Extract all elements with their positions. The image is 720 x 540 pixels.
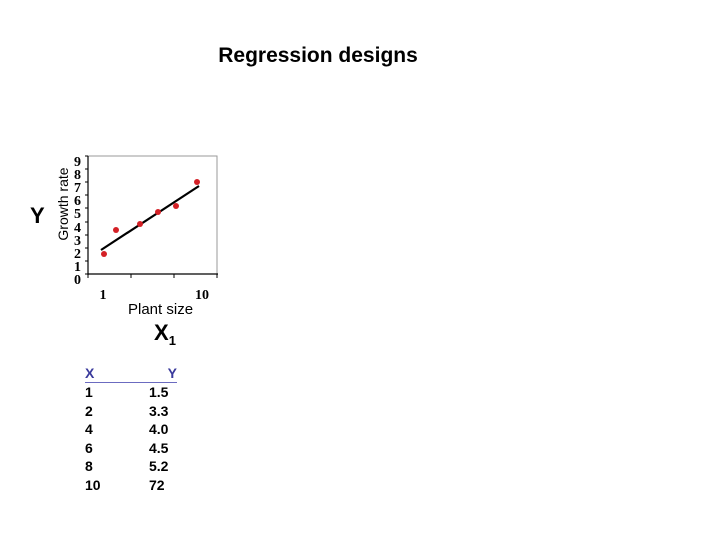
header-y: Y [167,365,177,381]
table-header: X Y [85,365,177,383]
y-ticks [85,155,88,275]
x-tick-labels: 1 10 [100,288,210,303]
y-axis-label: Growth rate [55,167,71,241]
header-x: X [85,365,95,381]
data-points [101,179,200,257]
svg-text:2: 2 [74,247,81,262]
data-table: X Y 1 1.5 2 3.3 4 4.0 6 4.5 8 5.2 10 72 [85,365,177,495]
svg-text:10: 10 [195,288,209,303]
svg-text:3: 3 [74,234,81,249]
x-symbol-label: X1 [154,320,176,348]
svg-text:4: 4 [74,221,81,236]
svg-text:5: 5 [74,207,81,222]
regression-line [100,185,200,251]
table-row: 10 72 [85,476,165,493]
x-ticks [87,274,218,278]
svg-text:8: 8 [74,168,81,183]
y-tick-labels: 0 1 2 3 4 5 6 7 8 9 [74,155,81,288]
svg-text:0: 0 [74,273,81,288]
svg-text:7: 7 [74,181,81,196]
plot-frame [87,155,218,275]
table-row: 6 4.5 [85,439,169,456]
svg-text:9: 9 [74,155,81,170]
y-symbol-label: Y [30,203,45,228]
table-row: 8 5.2 [85,458,169,475]
svg-text:6: 6 [74,194,81,209]
svg-text:1: 1 [100,288,107,303]
svg-text:1: 1 [74,260,81,275]
table-row: 1 1.5 [85,384,169,400]
table-row: 2 3.3 [85,402,169,419]
x-axis-label: Plant size [128,301,194,318]
table-row: 4 4.0 [85,421,169,438]
page-title: Regression designs [218,44,418,67]
